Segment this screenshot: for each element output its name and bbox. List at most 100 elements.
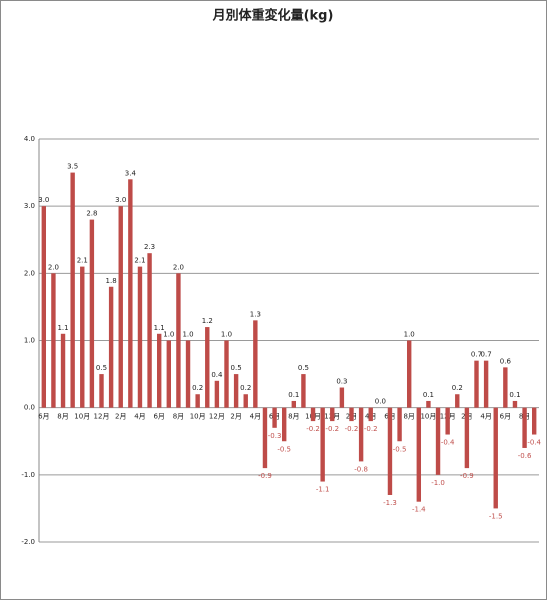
bar	[301, 374, 306, 408]
x-tick-label: 8月	[57, 413, 68, 421]
bar	[156, 333, 162, 408]
data-label: 1.1	[57, 324, 68, 332]
bar	[60, 333, 66, 408]
bar	[176, 273, 181, 408]
data-label: 0.1	[423, 391, 434, 399]
data-label: 1.0	[163, 331, 174, 339]
bar	[512, 400, 518, 408]
data-label: -1.5	[489, 512, 503, 520]
bar	[416, 407, 422, 502]
data-label: 1.2	[202, 317, 213, 325]
data-label: -0.3	[268, 432, 282, 440]
data-label: 0.5	[231, 364, 242, 372]
data-label: 1.0	[182, 331, 193, 339]
bar	[99, 374, 104, 408]
bar	[253, 320, 258, 408]
bar	[474, 360, 479, 408]
data-label: -0.6	[518, 452, 532, 460]
bar	[522, 407, 527, 448]
bar	[137, 266, 143, 408]
data-label: -0.4	[527, 439, 541, 447]
data-label: -1.0	[431, 479, 445, 487]
bar	[89, 219, 95, 408]
x-tick-label: 8月	[288, 413, 299, 421]
bar	[483, 360, 489, 408]
data-label: 0.5	[298, 364, 309, 372]
x-tick-label: 10月	[420, 413, 436, 421]
bar	[70, 172, 75, 408]
data-label: 0.1	[288, 391, 299, 399]
data-label: -1.3	[383, 499, 397, 507]
data-label: -0.2	[364, 425, 378, 433]
bar	[406, 340, 412, 408]
x-tick-label: 4月	[250, 413, 261, 421]
bar	[339, 387, 345, 408]
data-label: 0.3	[336, 378, 347, 386]
data-label: 0.0	[375, 398, 386, 406]
x-tick-label: 4月	[480, 413, 491, 421]
x-tick-label: 10月	[74, 413, 90, 421]
bar	[128, 179, 133, 408]
data-label: -0.2	[345, 425, 359, 433]
data-label: 1.1	[154, 324, 165, 332]
data-label: -0.5	[277, 445, 291, 453]
data-label: 2.0	[173, 263, 184, 271]
y-tick-label: 1.0	[24, 337, 35, 345]
x-tick-label: 12月	[94, 413, 110, 421]
x-tick-label: 2月	[115, 413, 126, 421]
bar	[291, 400, 297, 408]
data-label: 0.2	[240, 384, 251, 392]
y-tick-label: 0.0	[24, 404, 35, 412]
bar	[445, 407, 450, 435]
data-label: 2.3	[144, 243, 155, 251]
bar	[358, 407, 364, 462]
x-tick-label: 2月	[230, 413, 241, 421]
bar	[118, 206, 123, 408]
bar	[51, 273, 56, 408]
bar	[435, 407, 441, 475]
y-tick-label: -1.0	[21, 471, 35, 479]
bar	[397, 407, 402, 442]
data-label: -1.4	[412, 506, 426, 514]
bar	[272, 407, 277, 428]
data-label: -0.2	[325, 425, 339, 433]
data-label: -0.5	[393, 445, 407, 453]
bar	[166, 340, 172, 408]
data-label: 0.7	[481, 351, 492, 359]
data-label: 1.0	[221, 331, 232, 339]
bar	[214, 380, 220, 408]
data-label: 3.0	[38, 196, 49, 204]
data-label: -0.9	[258, 472, 272, 480]
bar	[195, 394, 200, 408]
data-label: 1.0	[404, 331, 415, 339]
x-tick-label: 4月	[134, 413, 145, 421]
bar	[531, 407, 537, 435]
bar	[185, 340, 191, 408]
data-label: 0.7	[471, 351, 482, 359]
data-label: -1.1	[316, 486, 330, 494]
x-tick-label: 6月	[38, 413, 49, 421]
data-label: 3.0	[115, 196, 126, 204]
data-label: 0.4	[211, 371, 223, 379]
data-label: 0.2	[192, 384, 203, 392]
bar	[455, 394, 460, 408]
bar	[262, 407, 268, 469]
x-tick-label: 12月	[209, 413, 225, 421]
bar	[426, 400, 431, 408]
y-tick-label: -2.0	[21, 538, 35, 546]
data-label: -0.2	[306, 425, 320, 433]
bar	[233, 374, 239, 408]
bar	[310, 407, 316, 422]
bar	[80, 266, 85, 408]
data-label: 1.3	[250, 310, 261, 318]
data-label: -0.4	[441, 439, 455, 447]
data-label: 1.8	[106, 277, 117, 285]
bar	[205, 327, 210, 408]
data-label: 0.5	[96, 364, 107, 372]
bar	[387, 407, 393, 495]
bar	[368, 407, 373, 422]
x-tick-label: 6月	[153, 413, 164, 421]
y-tick-label: 4.0	[24, 135, 35, 143]
x-tick-label: 8月	[403, 413, 414, 421]
